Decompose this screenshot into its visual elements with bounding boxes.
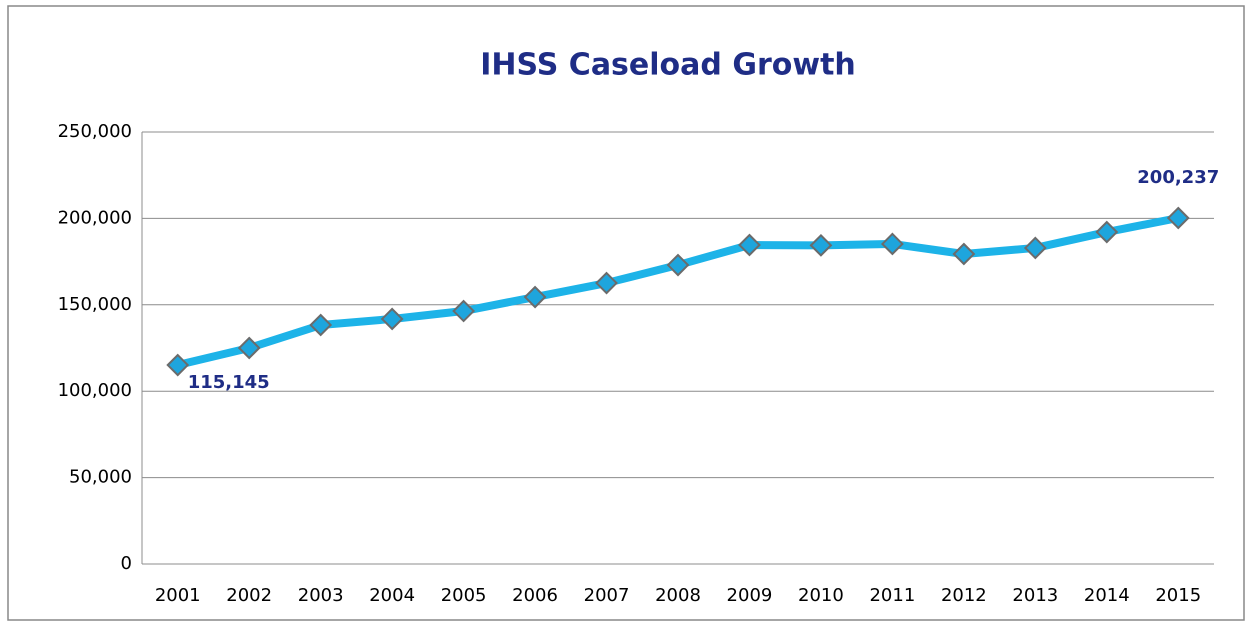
marker [809, 233, 833, 257]
marker [166, 353, 190, 377]
y-tick-label: 100,000 [58, 380, 132, 401]
x-tick-label: 2014 [1084, 585, 1130, 606]
x-tick-label: 2005 [441, 585, 487, 606]
data-label: 115,145 [188, 372, 270, 393]
y-tick-label: 150,000 [58, 294, 132, 315]
chart-border [7, 5, 1245, 621]
x-tick-label: 2003 [298, 585, 344, 606]
x-tick-label: 2007 [584, 585, 630, 606]
x-tick-label: 2004 [369, 585, 415, 606]
data-label: 200,237 [1137, 167, 1219, 188]
x-tick-label: 2013 [1012, 585, 1058, 606]
x-tick-label: 2011 [869, 585, 915, 606]
marker [1023, 236, 1047, 260]
marker [666, 253, 690, 277]
marker [452, 299, 476, 323]
x-tick-label: 2002 [226, 585, 272, 606]
x-tick-label: 2015 [1155, 585, 1201, 606]
marker [952, 242, 976, 266]
marker [1095, 220, 1119, 244]
marker [523, 285, 547, 309]
marker [380, 307, 404, 331]
y-tick-label: 200,000 [58, 207, 132, 228]
marker [880, 232, 904, 256]
marker [237, 336, 261, 360]
y-tick-label: 0 [121, 553, 132, 574]
x-tick-label: 2001 [155, 585, 201, 606]
marker [309, 313, 333, 337]
y-tick-label: 250,000 [58, 121, 132, 142]
marker [738, 233, 761, 257]
x-tick-label: 2012 [941, 585, 987, 606]
marker [595, 271, 618, 295]
chart-title: IHSS Caseload Growth [480, 48, 856, 83]
x-tick-label: 2010 [798, 585, 844, 606]
x-tick-label: 2006 [512, 585, 558, 606]
marker [1166, 206, 1190, 230]
y-tick-label: 50,000 [69, 467, 132, 488]
x-tick-label: 2009 [727, 585, 773, 606]
x-tick-label: 2008 [655, 585, 701, 606]
